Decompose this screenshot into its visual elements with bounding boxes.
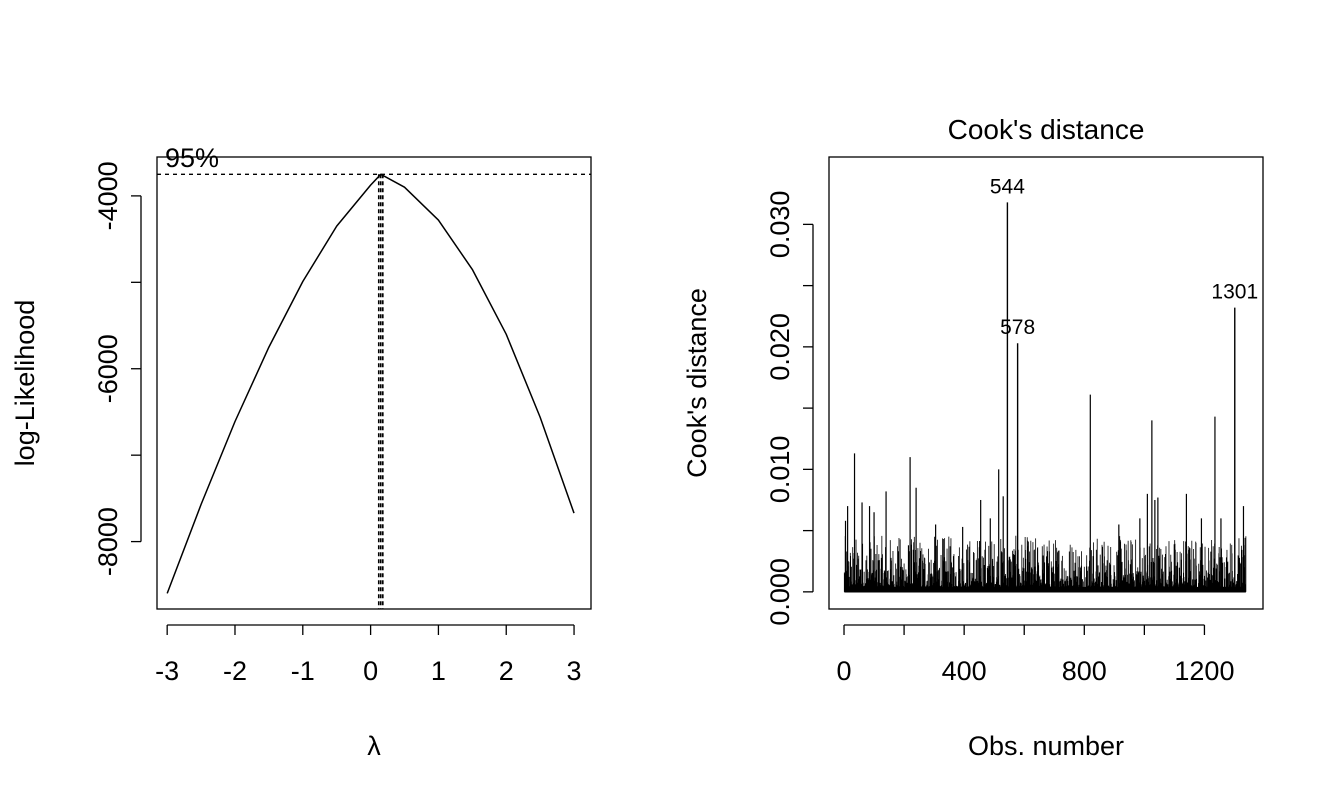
confidence-level-label: 95% (165, 143, 219, 173)
cooks-bars (843, 394, 1247, 593)
boxcox-series (157, 173, 591, 609)
boxcox-x-tick-label: -1 (291, 656, 315, 686)
boxcox-x-tick-label: 0 (363, 656, 378, 686)
cooks-y-axis: 0.000 0.010 0.020 0.030 (765, 191, 814, 626)
cooks-y-tick-label: 0.020 (765, 313, 795, 381)
cooks-x-tick-label: 400 (942, 656, 987, 686)
cooks-plot-frame (828, 156, 1264, 610)
boxcox-y-tick-label: -8000 (93, 507, 123, 576)
boxcox-y-axis-label: log-Likelihood (10, 300, 40, 467)
cooks-x-tick-label: 0 (837, 656, 852, 686)
loglik-curve (166, 173, 575, 594)
boxcox-y-tick-label: -6000 (93, 334, 123, 403)
cooks-y-tick-label: 0.010 (765, 436, 795, 504)
cooks-y-axis-label: Cook's distance (682, 288, 712, 478)
cooks-y-tick-label: 0.000 (765, 558, 795, 626)
boxcox-x-tick-label: -2 (223, 656, 247, 686)
cooks-point-label: 1301 (1211, 281, 1258, 304)
cooks-point-label: 544 (990, 175, 1025, 198)
cooks-highlighted-points: 544 578 1301 (990, 175, 1258, 592)
boxcox-x-axis: -3 -2 -1 0 1 2 3 (155, 624, 582, 686)
cooks-spikes-small (843, 535, 1247, 592)
cooks-x-axis-label: Obs. number (968, 731, 1124, 761)
boxcox-x-tick-label: 3 (567, 656, 582, 686)
cooks-point-label: 578 (1000, 316, 1035, 339)
boxcox-x-tick-label: -3 (155, 656, 179, 686)
boxcox-x-tick-label: 2 (499, 656, 514, 686)
cooks-chart-title: Cook's distance (948, 114, 1145, 145)
cooks-y-tick-label: 0.030 (765, 191, 795, 259)
cooks-x-axis: 0 400 800 1200 (837, 624, 1234, 686)
boxcox-plot-frame (156, 156, 592, 610)
cooks-x-tick-label: 1200 (1174, 656, 1234, 686)
boxcox-x-tick-label: 1 (431, 656, 446, 686)
boxcox-panel: -3 -2 -1 0 1 2 3 -8000 -6000 -4000 λ log-Likelih… (10, 143, 592, 761)
boxcox-y-tick-label: -4000 (93, 161, 123, 230)
cooks-panel: Cook's distance 0 400 800 1200 0.0000.0100.… (682, 114, 1264, 761)
boxcox-x-axis-label: λ (367, 731, 381, 761)
boxcox-y-axis: -8000 -6000 -4000 (93, 161, 142, 576)
cooks-x-tick-label: 800 (1062, 656, 1107, 686)
